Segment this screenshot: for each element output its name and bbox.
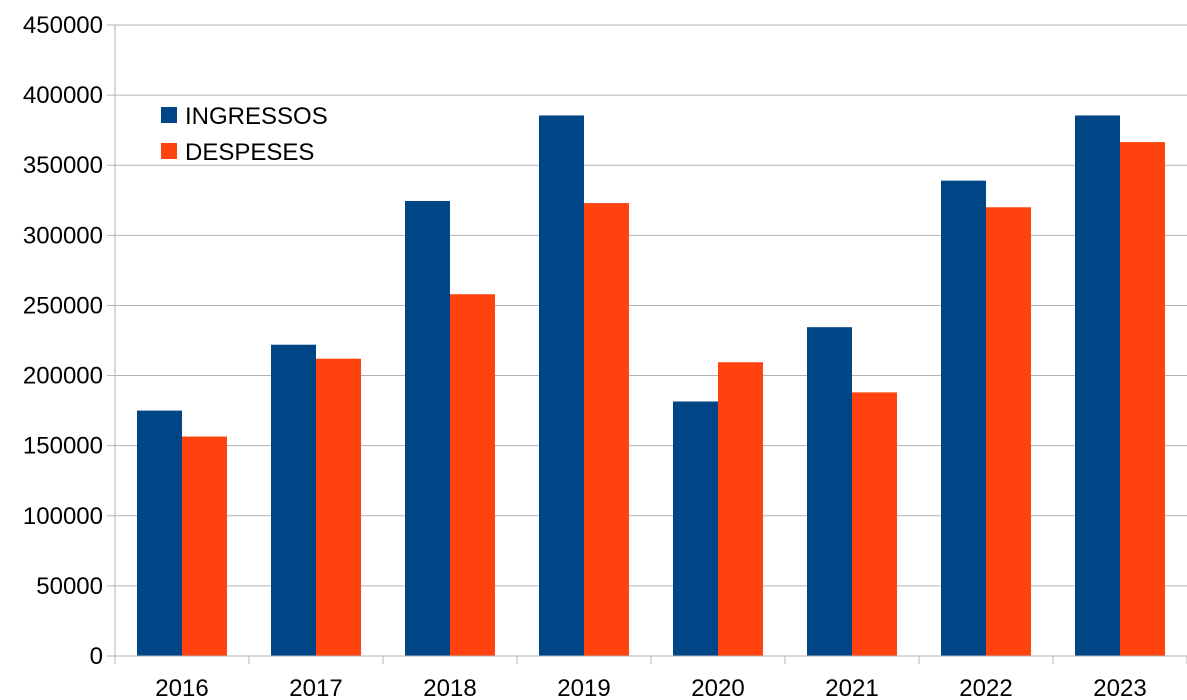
bar-ingressos-2019	[539, 115, 584, 656]
bar-despeses-2019	[584, 203, 629, 657]
y-tick-label: 0	[90, 643, 103, 670]
x-tick-label: 2018	[423, 675, 476, 700]
bar-ingressos-2018	[405, 200, 450, 656]
x-axis-tick-labels: 2016 2017 2018 2019 2020 2021 2022 2023	[155, 675, 1146, 700]
legend-label-ingressos: INGRESSOS	[185, 103, 328, 130]
x-tick-label: 2017	[289, 675, 342, 700]
y-tick-label: 150000	[23, 433, 103, 460]
bar-ingressos-2022	[941, 180, 986, 656]
y-tick-label: 50000	[36, 573, 103, 600]
y-tick-label: 250000	[23, 292, 103, 319]
bar-despeses-2020	[718, 362, 763, 656]
legend: INGRESSOS DESPESES	[161, 103, 328, 166]
x-tick-label: 2023	[1093, 675, 1146, 700]
x-tick-label: 2022	[959, 675, 1012, 700]
y-tick-label: 400000	[23, 82, 103, 109]
bar-despeses-2018	[450, 294, 495, 656]
y-tick-label: 350000	[23, 152, 103, 179]
bar-despeses-2017	[316, 358, 361, 656]
x-tick-label: 2016	[155, 675, 208, 700]
legend-swatch-ingressos	[161, 107, 177, 123]
legend-label-despeses: DESPESES	[185, 139, 314, 166]
y-tick-label: 200000	[23, 363, 103, 390]
axes	[107, 24, 1187, 664]
y-tick-label: 450000	[23, 12, 103, 39]
legend-swatch-despeses	[161, 143, 177, 159]
bar-ingressos-2020	[673, 401, 718, 656]
bar-ingressos-2021	[807, 327, 852, 656]
bar-despeses-2021	[852, 392, 897, 656]
y-tick-label: 100000	[23, 503, 103, 530]
bar-ingressos-2016	[137, 410, 182, 656]
bars	[137, 115, 1165, 657]
bar-ingressos-2017	[271, 344, 316, 656]
x-tick-label: 2021	[825, 675, 878, 700]
bar-ingressos-2023	[1075, 115, 1120, 656]
bar-despeses-2016	[182, 436, 227, 656]
x-tick-label: 2020	[691, 675, 744, 700]
y-axis-tick-labels: 0 50000 100000 150000 200000 250000 300000 3500…	[23, 12, 103, 670]
x-tick-label: 2019	[557, 675, 610, 700]
bar-despeses-2023	[1120, 142, 1165, 656]
bar-despeses-2022	[986, 207, 1031, 657]
y-tick-label: 300000	[23, 222, 103, 249]
